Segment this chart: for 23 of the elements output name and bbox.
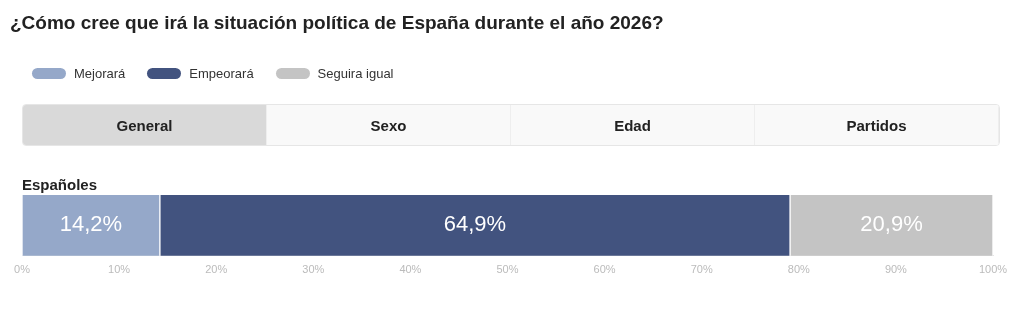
legend-label: Empeorará (189, 66, 254, 81)
text: Edad (511, 105, 755, 145)
data-label: 14,2% (59, 211, 123, 237)
x-tick-label: 60% (593, 263, 616, 276)
x-tick-label: 100% (978, 263, 1008, 276)
legend-label: Seguira igual (317, 66, 394, 81)
chart-title: ¿Cómo cree que irá la situación política de España durante el año 2026? (10, 12, 664, 34)
x-tick-label: 30% (302, 263, 325, 276)
legend-label: Mejorará (74, 66, 126, 81)
y-tick-label: Españoles (22, 175, 98, 193)
x-tick-label: 40% (399, 263, 422, 276)
data-label: 20,9% (860, 211, 923, 237)
x-tick-label: 50% (496, 263, 519, 276)
x-tick-label: 10% (108, 263, 131, 276)
text: Sexo (267, 105, 511, 145)
x-tick-label: 70% (690, 263, 713, 276)
x-tick-label: 20% (205, 263, 228, 276)
x-tick-label: 0% (14, 263, 31, 276)
text: General (23, 105, 267, 145)
x-tick-label: 90% (884, 263, 908, 276)
text: Partidos (755, 105, 999, 145)
data-label: 64,9% (443, 211, 507, 237)
x-tick-label: 80% (787, 263, 811, 276)
